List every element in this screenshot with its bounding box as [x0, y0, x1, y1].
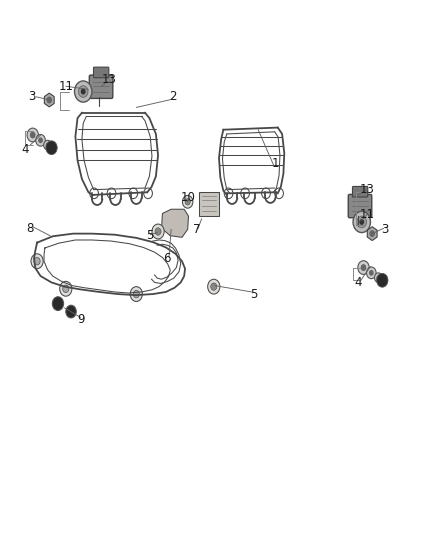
Circle shape — [30, 132, 35, 139]
Text: 2: 2 — [170, 90, 177, 103]
Polygon shape — [367, 227, 377, 240]
Text: 1: 1 — [272, 157, 279, 169]
Circle shape — [208, 279, 220, 294]
FancyBboxPatch shape — [353, 187, 368, 197]
Circle shape — [133, 290, 139, 298]
Circle shape — [367, 267, 376, 279]
Text: 5: 5 — [146, 229, 153, 242]
Circle shape — [81, 88, 86, 94]
Circle shape — [52, 297, 64, 311]
Circle shape — [369, 270, 374, 276]
Circle shape — [374, 273, 382, 282]
Circle shape — [66, 305, 76, 318]
Circle shape — [38, 138, 43, 143]
Text: 4: 4 — [354, 276, 362, 289]
Circle shape — [183, 196, 193, 208]
Text: 4: 4 — [21, 143, 29, 156]
Circle shape — [34, 257, 40, 265]
Circle shape — [46, 141, 57, 155]
Circle shape — [46, 96, 52, 103]
Circle shape — [78, 86, 88, 98]
Circle shape — [46, 143, 49, 148]
Circle shape — [31, 254, 43, 269]
Circle shape — [185, 199, 190, 205]
Circle shape — [44, 140, 52, 150]
Circle shape — [360, 264, 366, 271]
FancyBboxPatch shape — [93, 67, 109, 78]
Circle shape — [152, 224, 164, 239]
Text: 11: 11 — [360, 208, 374, 221]
Text: 7: 7 — [194, 223, 201, 236]
Text: 5: 5 — [250, 288, 258, 301]
Polygon shape — [44, 93, 54, 107]
Polygon shape — [199, 192, 219, 216]
Circle shape — [130, 287, 142, 302]
Circle shape — [36, 134, 46, 146]
Text: 3: 3 — [28, 90, 35, 103]
Circle shape — [155, 228, 161, 235]
Circle shape — [211, 283, 217, 290]
Polygon shape — [162, 209, 188, 237]
Circle shape — [74, 81, 92, 102]
FancyBboxPatch shape — [89, 75, 113, 99]
Text: 11: 11 — [58, 80, 73, 93]
Text: 9: 9 — [77, 313, 85, 326]
Circle shape — [358, 261, 369, 274]
Circle shape — [27, 128, 39, 142]
Circle shape — [357, 216, 367, 228]
FancyBboxPatch shape — [348, 195, 372, 217]
Text: 13: 13 — [360, 183, 374, 196]
Text: 8: 8 — [26, 222, 33, 235]
Text: 10: 10 — [181, 191, 196, 204]
Circle shape — [63, 285, 69, 293]
Text: 3: 3 — [381, 223, 389, 236]
Circle shape — [353, 212, 371, 232]
Circle shape — [377, 273, 388, 287]
Circle shape — [376, 275, 380, 280]
Circle shape — [369, 230, 375, 237]
Circle shape — [60, 281, 72, 296]
Text: 6: 6 — [163, 252, 170, 265]
Circle shape — [359, 219, 364, 225]
Text: 13: 13 — [102, 74, 117, 86]
